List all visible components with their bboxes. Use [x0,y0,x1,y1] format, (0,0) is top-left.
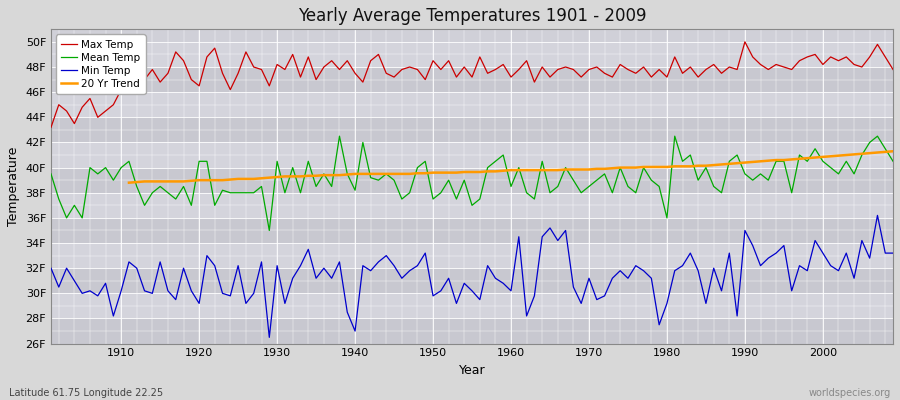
Max Temp [327,58,338,63]
Min Temp [264,335,274,340]
Mean Temp [46,172,57,176]
Legend: Max Temp, Mean Temp, Min Temp, 20 Yr Trend: Max Temp, Mean Temp, Min Temp, 20 Yr Tre… [56,34,146,94]
20 Yr Trend [506,168,517,172]
Mean Temp [334,134,345,138]
Bar [51,168,893,193]
Max Temp [498,62,508,67]
20 Yr Trend [327,173,338,178]
Line: Min Temp: Min Temp [51,215,893,337]
20 Yr Trend [303,173,314,178]
Bar [51,67,893,92]
Mean Temp [513,165,524,170]
Text: Latitude 61.75 Longitude 22.25: Latitude 61.75 Longitude 22.25 [9,388,163,398]
20 Yr Trend [357,172,368,176]
Mean Temp [521,190,532,195]
Bar [51,268,893,293]
20 Yr Trend [887,149,898,154]
Max Temp [506,75,517,80]
Bar [51,142,893,168]
Min Temp [46,266,57,270]
Bar [51,318,893,344]
Min Temp [887,251,898,256]
Text: worldspecies.org: worldspecies.org [809,388,891,398]
Bar [51,42,893,67]
20 Yr Trend [529,168,540,172]
Min Temp [334,260,345,264]
Min Temp [108,314,119,318]
Bar [51,243,893,268]
Bar [51,218,893,243]
Max Temp [280,67,291,72]
Mean Temp [287,165,298,170]
Mean Temp [264,228,274,233]
Title: Yearly Average Temperatures 1901 - 2009: Yearly Average Temperatures 1901 - 2009 [298,7,646,25]
Max Temp [46,125,57,130]
Max Temp [599,71,610,76]
Mean Temp [342,172,353,176]
Min Temp [287,276,298,281]
Max Temp [887,67,898,72]
Bar [51,293,893,318]
Max Temp [740,40,751,44]
Max Temp [108,102,119,107]
Line: Max Temp: Max Temp [51,42,893,127]
20 Yr Trend [724,162,734,166]
Min Temp [607,276,617,281]
X-axis label: Year: Year [459,364,485,377]
Min Temp [513,234,524,239]
Bar [51,92,893,117]
Bar [51,117,893,142]
20 Yr Trend [123,180,134,185]
Bar [51,193,893,218]
Min Temp [872,213,883,218]
Mean Temp [108,178,119,182]
Mean Temp [615,165,626,170]
Mean Temp [887,159,898,164]
Min Temp [506,288,517,293]
Line: 20 Yr Trend: 20 Yr Trend [129,151,893,183]
Y-axis label: Temperature: Temperature [7,147,20,226]
Line: Mean Temp: Mean Temp [51,136,893,230]
